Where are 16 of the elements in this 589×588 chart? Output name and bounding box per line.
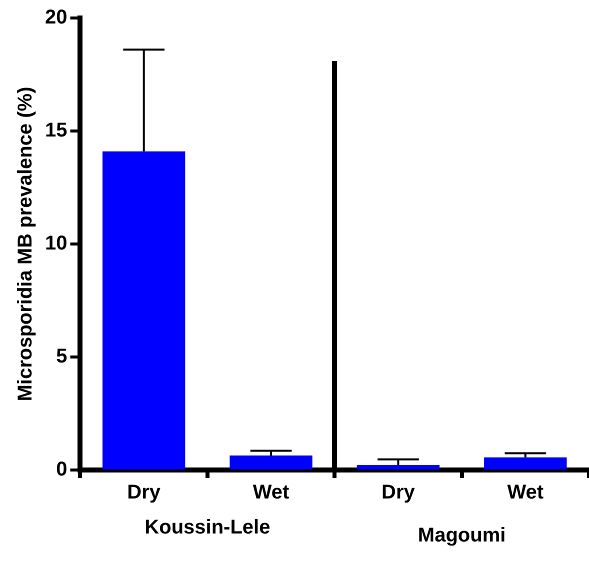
y-tick-label: 5 (56, 346, 68, 368)
y-tick-label: 10 (44, 232, 68, 255)
text: Koussin-Lele (144, 516, 270, 539)
x-tick-label: Wet (507, 482, 544, 504)
bar (102, 151, 186, 470)
text: Magoumi (418, 524, 506, 547)
bar (230, 456, 312, 470)
x-tick-label: Dry (382, 482, 416, 504)
y-tick-label: 15 (44, 120, 68, 142)
bar (484, 457, 567, 470)
x-tick-label: Wet (252, 482, 290, 504)
x-tick-label: Dry (127, 482, 162, 504)
y-tick-label: 0 (56, 458, 68, 481)
bar (356, 465, 440, 470)
y-axis-title: Microsporidia MB prevalence (%) (14, 86, 37, 402)
y-tick-label: 20 (44, 6, 68, 29)
